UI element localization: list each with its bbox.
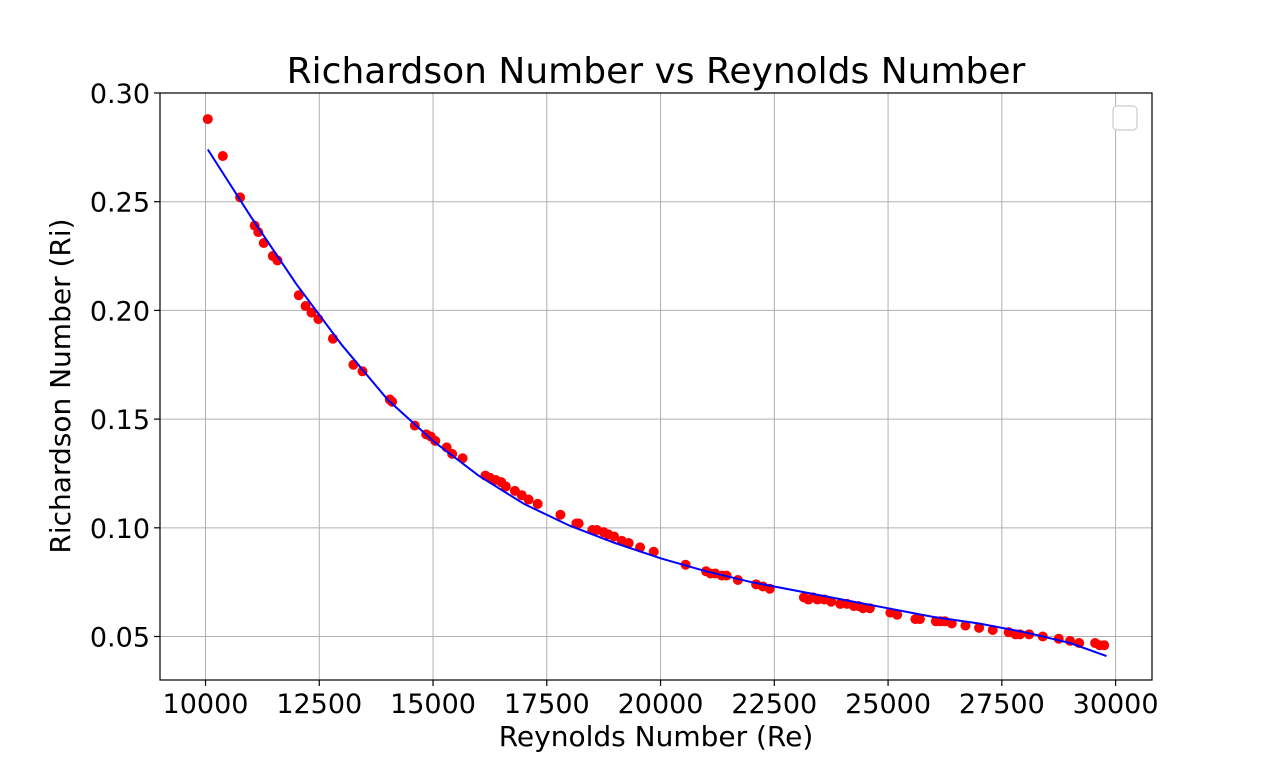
scatter-point	[272, 255, 283, 266]
y-tick-label: 0.15	[90, 405, 150, 436]
scatter-point	[555, 509, 566, 520]
chart-title: Richardson Number vs Reynolds Number	[287, 51, 1026, 92]
x-tick-label: 10000	[163, 689, 249, 720]
x-tick-label: 30000	[1073, 689, 1159, 720]
scatter-point	[306, 307, 317, 318]
scatter-point	[532, 498, 543, 509]
scatter-point	[974, 622, 985, 633]
y-tick-label: 0.10	[90, 514, 150, 545]
x-tick-label: 25000	[845, 689, 931, 720]
y-tick-label: 0.20	[90, 296, 150, 327]
scatter-point	[387, 396, 398, 407]
x-axis-label: Reynolds Number (Re)	[499, 720, 814, 753]
x-tick-label: 12500	[276, 689, 362, 720]
y-axis-label: Richardson Number (Ri)	[44, 218, 77, 553]
x-tick-label: 17500	[504, 689, 590, 720]
plot-area-frame	[159, 92, 1153, 681]
scatter-point	[1099, 640, 1110, 651]
x-tick-label: 15000	[390, 689, 476, 720]
legend	[1112, 105, 1138, 131]
fit-line-series	[206, 148, 1107, 658]
x-tick-label: 22500	[731, 689, 817, 720]
scatter-point	[217, 151, 228, 162]
grid	[160, 92, 1152, 680]
scatter-point	[946, 618, 957, 629]
scatter-series	[202, 114, 1110, 651]
y-tick-label: 0.30	[90, 79, 150, 110]
scatter-point	[623, 538, 634, 549]
y-tick-label: 0.25	[90, 188, 150, 219]
scatter-point	[914, 614, 925, 625]
scatter-point	[348, 359, 359, 370]
x-tick-label: 20000	[618, 689, 704, 720]
scatter-point	[826, 596, 837, 607]
scatter-point	[573, 518, 584, 529]
scatter-point	[293, 290, 304, 301]
x-tick-label: 27500	[959, 689, 1045, 720]
fit-line	[206, 148, 1107, 658]
scatter-point	[500, 481, 511, 492]
y-tick-label: 0.05	[90, 623, 150, 654]
axis-ticks: 10000 12500 15000 17500 20000 22500 25000 27500…	[90, 79, 1159, 720]
scatter-point	[300, 301, 311, 312]
scatter-point	[523, 494, 534, 505]
scatter-point	[892, 609, 903, 620]
scatter-point	[202, 114, 213, 125]
scatter-point	[960, 620, 971, 631]
scatter-point	[609, 531, 620, 542]
